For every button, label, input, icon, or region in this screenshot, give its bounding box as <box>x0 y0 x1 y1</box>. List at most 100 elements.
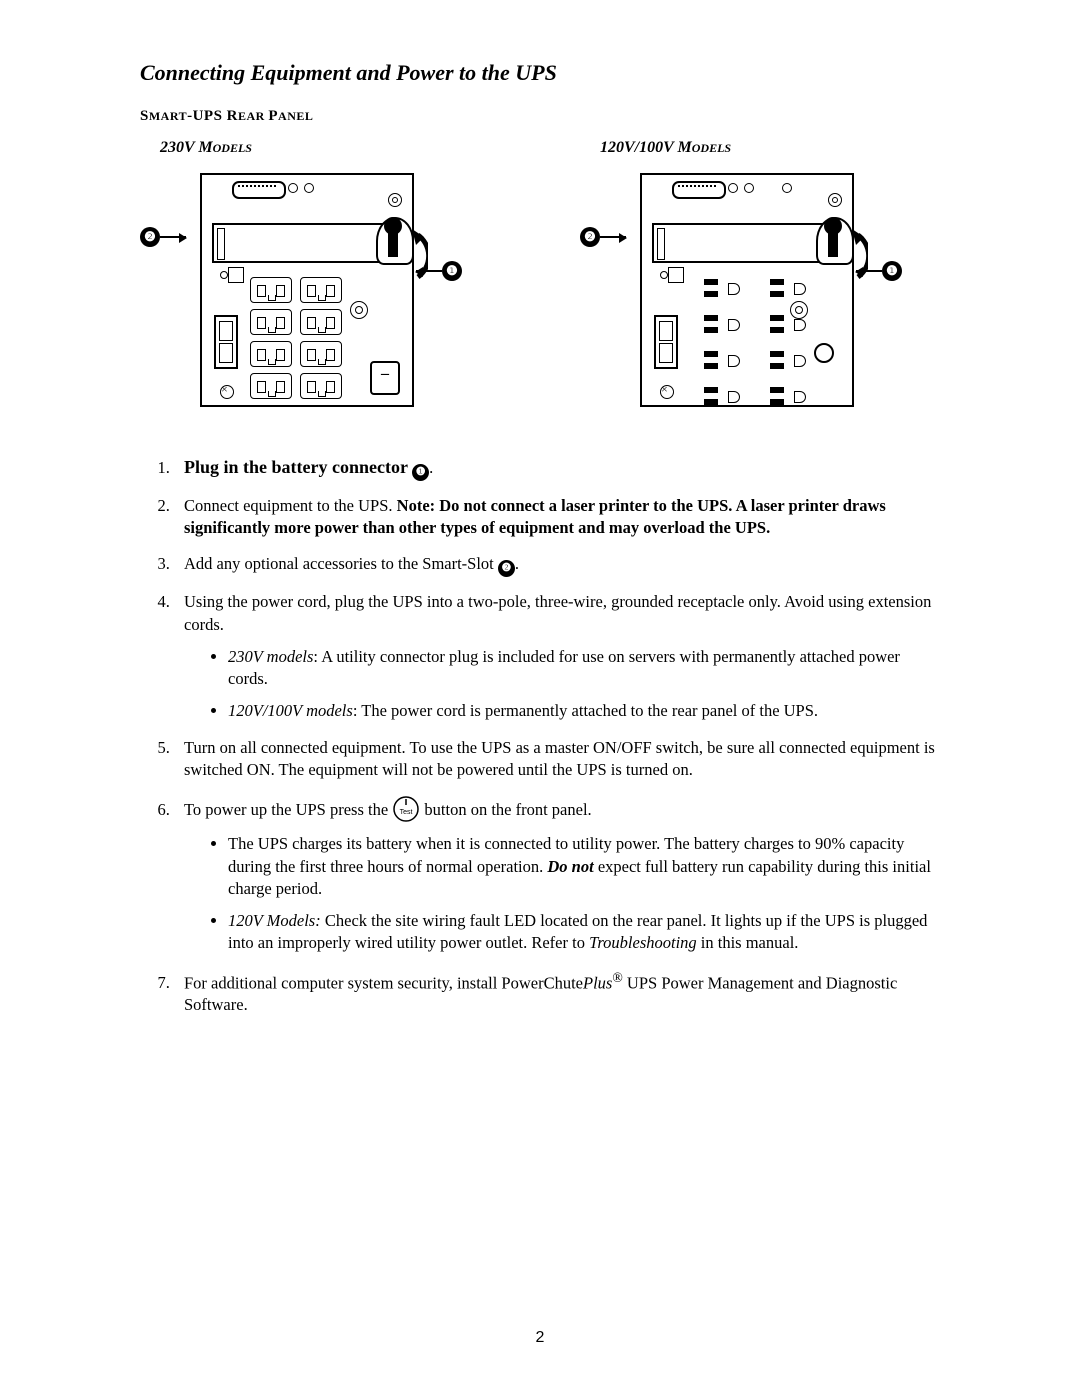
panel-foot-icon <box>660 385 674 399</box>
side-port-icon <box>214 315 238 369</box>
step-2: Connect equipment to the UPS. Note: Do n… <box>174 495 940 540</box>
callout-2: ❷ <box>140 227 186 247</box>
step-4-sub-2: 120V/100V models: The power cord is perm… <box>228 700 940 722</box>
panel-outline <box>200 173 414 407</box>
indicator-icon <box>728 183 738 193</box>
outlet-grid <box>250 277 342 399</box>
step-3-text: Add any optional accessories to the Smar… <box>184 554 498 573</box>
step-4: Using the power cord, plug the UPS into … <box>174 591 940 722</box>
callout-number: ❶ <box>882 261 902 281</box>
dot-icon <box>220 271 228 279</box>
nema-outlet-icon <box>698 311 750 341</box>
dot-icon <box>660 271 668 279</box>
step-3: Add any optional accessories to the Smar… <box>174 553 940 577</box>
nema-outlet-icon <box>698 383 750 413</box>
step-4-text: Using the power cord, plug the UPS into … <box>184 592 931 633</box>
step-4-sub-2-italic: 120V/100V models <box>228 701 353 720</box>
serial-port-icon <box>232 181 286 199</box>
callout-number: ❷ <box>140 227 160 247</box>
step-4-sub-1-text: : A utility connector plug is included f… <box>228 647 900 688</box>
section-subtitle: SMART-UPS REAR PANEL <box>140 108 940 125</box>
nema-outlet-icon <box>764 347 816 377</box>
step-6-sub-1-bi: Do not <box>547 857 593 876</box>
arrow-right-icon <box>600 236 626 238</box>
model-230v-label: 230V MODELS <box>160 139 500 157</box>
step-2-text: Connect equipment to the UPS. <box>184 496 397 515</box>
step-4-sublist: 230V models: A utility connector plug is… <box>184 646 940 723</box>
nema-outlet-icon <box>764 383 816 413</box>
step-4-sub-2-text: : The power cord is permanently attached… <box>353 701 818 720</box>
page: Connecting Equipment and Power to the UP… <box>0 0 1080 1397</box>
step-6-text-b: button on the front panel. <box>420 800 591 819</box>
model-120v-label: 120V/100V MODELS <box>600 139 940 157</box>
screw-icon <box>388 193 402 207</box>
nema-outlet-icon <box>698 347 750 377</box>
side-port-icon <box>654 315 678 369</box>
step-6-sub-2-it2: Troubleshooting <box>589 933 697 952</box>
main-title: Connecting Equipment and Power to the UP… <box>140 60 940 86</box>
steps-list: Plug in the battery connector ❶. Connect… <box>140 455 940 1017</box>
serial-pins-icon <box>678 185 716 187</box>
serial-port-icon <box>672 181 726 199</box>
model-230v-column: 230V MODELS <box>140 139 500 425</box>
indicator-icon <box>304 183 314 193</box>
inline-callout-2-icon: ❷ <box>498 560 515 577</box>
curved-arrow-icon <box>812 225 868 285</box>
panel-foot-icon <box>220 385 234 399</box>
iec-outlet-icon <box>300 373 342 399</box>
inline-callout-1-icon: ❶ <box>412 464 429 481</box>
callout-2: ❷ <box>580 227 626 247</box>
iec-outlet-icon <box>300 277 342 303</box>
test-button-icon: Test <box>392 795 420 823</box>
model-120v-column: 120V/100V MODELS <box>580 139 940 425</box>
step-6-sub-1: The UPS charges its battery when it is c… <box>228 833 940 900</box>
arrow-right-icon <box>160 236 186 238</box>
step-6-sub-2: 120V Models: Check the site wiring fault… <box>228 910 940 955</box>
square-icon <box>668 267 684 283</box>
step-6-text-a: To power up the UPS press the <box>184 800 392 819</box>
nema-outlet-icon <box>764 275 816 305</box>
indicator-icon <box>744 183 754 193</box>
page-number: 2 <box>0 1329 1080 1347</box>
callout-number: ❷ <box>580 227 600 247</box>
step-1-bold: Plug in the battery connector <box>184 457 412 477</box>
indicator-icon <box>782 183 792 193</box>
iec-outlet-icon <box>250 309 292 335</box>
subtitle-text: SMART-UPS REAR PANEL <box>140 108 313 124</box>
ground-screw-icon <box>790 301 808 319</box>
square-icon <box>228 267 244 283</box>
iec-outlet-icon <box>300 309 342 335</box>
step-3-tail: . <box>515 554 519 573</box>
serial-pins-icon <box>238 185 276 187</box>
diagrams-row: 230V MODELS <box>140 139 940 425</box>
round-port-icon <box>814 343 834 363</box>
screw-icon <box>828 193 842 207</box>
indicator-icon <box>288 183 298 193</box>
callout-number: ❶ <box>442 261 462 281</box>
step-4-sub-1-italic: 230V models <box>228 647 313 666</box>
svg-text:Test: Test <box>400 809 413 816</box>
ground-screw-icon <box>350 301 368 319</box>
nema-outlet-icon <box>764 311 816 341</box>
diagram-230v: ❷ ❶ <box>140 165 470 425</box>
nema-outlet-icon <box>698 275 750 305</box>
step-6-sublist: The UPS charges its battery when it is c… <box>184 833 940 954</box>
step-5: Turn on all connected equipment. To use … <box>174 737 940 782</box>
outlet-grid <box>698 275 816 413</box>
step-7: For additional computer system security,… <box>174 969 940 1017</box>
step-4-sub-1: 230V models: A utility connector plug is… <box>228 646 940 691</box>
step-6-sub-2-it: 120V Models: <box>228 911 321 930</box>
iec-outlet-icon <box>250 277 292 303</box>
step-6-sub-2-end: in this manual. <box>697 933 799 952</box>
diagram-120v: ❷ ❶ <box>580 165 910 425</box>
curved-arrow-icon <box>372 225 428 285</box>
iec-outlet-icon <box>250 373 292 399</box>
step-6-sub-2-a: Check the site wiring fault LED located … <box>228 911 927 952</box>
step-1: Plug in the battery connector ❶. <box>174 455 940 481</box>
step-1-tail: . <box>429 458 433 477</box>
step-7-sup: ® <box>612 970 622 985</box>
step-5-text: Turn on all connected equipment. To use … <box>184 738 935 779</box>
panel-outline <box>640 173 854 407</box>
breaker-icon <box>370 361 400 395</box>
iec-outlet-icon <box>300 341 342 367</box>
